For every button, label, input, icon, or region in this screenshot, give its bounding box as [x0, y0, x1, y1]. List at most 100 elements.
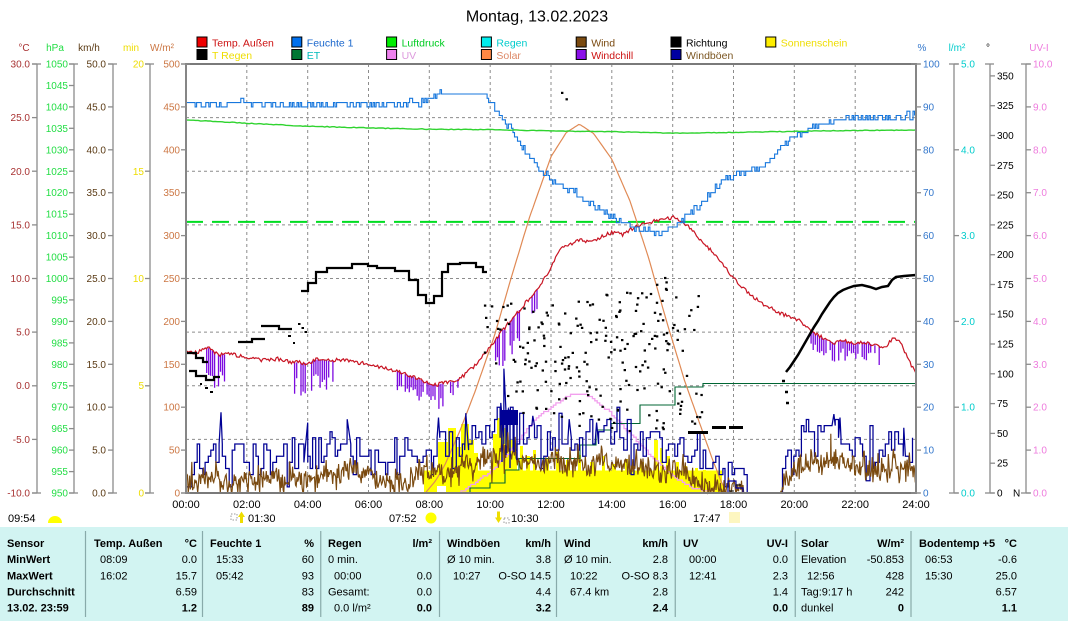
svg-text:MinWert: MinWert	[7, 554, 51, 566]
svg-text:%: %	[304, 538, 314, 550]
svg-text:1035: 1035	[46, 124, 69, 135]
svg-text:15:30: 15:30	[925, 571, 953, 583]
svg-text:10.0: 10.0	[11, 274, 31, 285]
svg-text:995: 995	[51, 295, 68, 306]
svg-text:0.0: 0.0	[773, 603, 788, 615]
svg-text:Elevation: Elevation	[801, 554, 846, 566]
svg-text:Solar: Solar	[801, 538, 829, 550]
svg-text:50.0: 50.0	[87, 60, 107, 71]
svg-text:25.0: 25.0	[87, 274, 107, 285]
svg-text:12:41: 12:41	[689, 571, 717, 583]
svg-text:5.0: 5.0	[1033, 274, 1047, 285]
svg-text:°C: °C	[18, 43, 29, 54]
svg-text:Ø 10 min.: Ø 10 min.	[564, 554, 612, 566]
svg-text:04:00: 04:00	[294, 499, 322, 511]
svg-text:18:00: 18:00	[720, 499, 748, 511]
svg-text:W/m²: W/m²	[877, 538, 904, 550]
svg-text:22:00: 22:00	[841, 499, 869, 511]
svg-text:50: 50	[923, 274, 935, 285]
svg-text:16:00: 16:00	[659, 499, 687, 511]
svg-text:0.0: 0.0	[773, 554, 788, 566]
svg-text:100: 100	[923, 60, 940, 71]
svg-text:Solar: Solar	[496, 50, 521, 62]
svg-text:17:47: 17:47	[693, 513, 721, 525]
svg-text:175: 175	[997, 280, 1014, 291]
svg-text:500: 500	[163, 60, 180, 71]
svg-text:Sensor: Sensor	[7, 538, 45, 550]
svg-text:15:33: 15:33	[216, 554, 244, 566]
svg-text:45.0: 45.0	[87, 102, 107, 113]
svg-text:UV-I: UV-I	[1029, 43, 1048, 54]
svg-text:02:00: 02:00	[233, 499, 261, 511]
svg-text:0.0: 0.0	[961, 489, 975, 500]
svg-text:250: 250	[997, 191, 1014, 202]
svg-text:1045: 1045	[46, 81, 69, 92]
svg-text:15: 15	[133, 167, 145, 178]
svg-text:275: 275	[997, 161, 1014, 172]
svg-text:%: %	[918, 43, 927, 54]
svg-text:hPa: hPa	[46, 43, 64, 54]
svg-text:0: 0	[174, 489, 180, 500]
svg-text:MaxWert: MaxWert	[7, 571, 53, 583]
svg-text:300: 300	[163, 231, 180, 242]
svg-text:3.0: 3.0	[961, 231, 975, 242]
svg-text:20.0: 20.0	[87, 317, 107, 328]
svg-text:1.4: 1.4	[773, 587, 788, 599]
svg-text:10: 10	[923, 446, 935, 457]
svg-text:250: 250	[163, 274, 180, 285]
svg-text:0.0: 0.0	[417, 603, 432, 615]
svg-text:0: 0	[997, 489, 1003, 500]
svg-text:125: 125	[997, 340, 1014, 351]
svg-text:100: 100	[997, 369, 1014, 380]
svg-text:0: 0	[138, 489, 144, 500]
svg-text:°: °	[986, 43, 990, 54]
svg-text:35.0: 35.0	[87, 188, 107, 199]
svg-text:O-SO 8.3: O-SO 8.3	[622, 571, 668, 583]
svg-text:06:53: 06:53	[925, 554, 953, 566]
svg-text:150: 150	[163, 360, 180, 371]
svg-text:Regen: Regen	[496, 38, 527, 50]
svg-text:1000: 1000	[46, 274, 69, 285]
svg-text:Wind: Wind	[591, 38, 615, 50]
svg-text:1020: 1020	[46, 188, 69, 199]
svg-text:06:00: 06:00	[355, 499, 383, 511]
svg-text:01:30: 01:30	[248, 513, 276, 525]
svg-text:12:00: 12:00	[537, 499, 565, 511]
svg-text:50: 50	[997, 429, 1009, 440]
svg-text:O-SO 14.5: O-SO 14.5	[498, 571, 551, 583]
svg-text:15.0: 15.0	[87, 360, 107, 371]
svg-text:965: 965	[51, 424, 68, 435]
svg-text:Windböen: Windböen	[686, 50, 733, 62]
svg-text:0.0: 0.0	[1033, 489, 1047, 500]
svg-text:325: 325	[997, 101, 1014, 112]
svg-text:dunkel: dunkel	[801, 603, 833, 615]
svg-text:1040: 1040	[46, 102, 69, 113]
svg-text:2.8: 2.8	[653, 554, 668, 566]
svg-text:0: 0	[923, 489, 929, 500]
svg-text:00:00: 00:00	[689, 554, 717, 566]
svg-text:7.0: 7.0	[1033, 188, 1047, 199]
svg-text:40: 40	[923, 317, 935, 328]
svg-text:450: 450	[163, 102, 180, 113]
svg-text:-5.0: -5.0	[13, 435, 31, 446]
svg-text:Temp. Außen: Temp. Außen	[94, 538, 163, 550]
svg-text:15.7: 15.7	[176, 571, 197, 583]
svg-text:2.0: 2.0	[961, 317, 975, 328]
svg-text:2.0: 2.0	[1033, 403, 1047, 414]
svg-text:UV: UV	[402, 50, 417, 62]
svg-text:960: 960	[51, 446, 68, 457]
svg-text:30.0: 30.0	[11, 60, 31, 71]
svg-text:10:22: 10:22	[570, 571, 598, 583]
svg-text:70: 70	[923, 188, 935, 199]
svg-text:07:52: 07:52	[389, 513, 417, 525]
svg-text:10:27: 10:27	[453, 571, 481, 583]
svg-text:00:00: 00:00	[172, 499, 200, 511]
svg-text:40.0: 40.0	[87, 145, 107, 156]
svg-text:13.02. 23:59: 13.02. 23:59	[7, 603, 69, 615]
svg-text:2.3: 2.3	[773, 571, 788, 583]
svg-text:Windchill: Windchill	[591, 50, 633, 62]
svg-text:3.0: 3.0	[1033, 360, 1047, 371]
svg-text:30: 30	[923, 360, 935, 371]
svg-text:Regen: Regen	[328, 538, 362, 550]
svg-text:Montag, 13.02.2023: Montag, 13.02.2023	[466, 9, 608, 26]
